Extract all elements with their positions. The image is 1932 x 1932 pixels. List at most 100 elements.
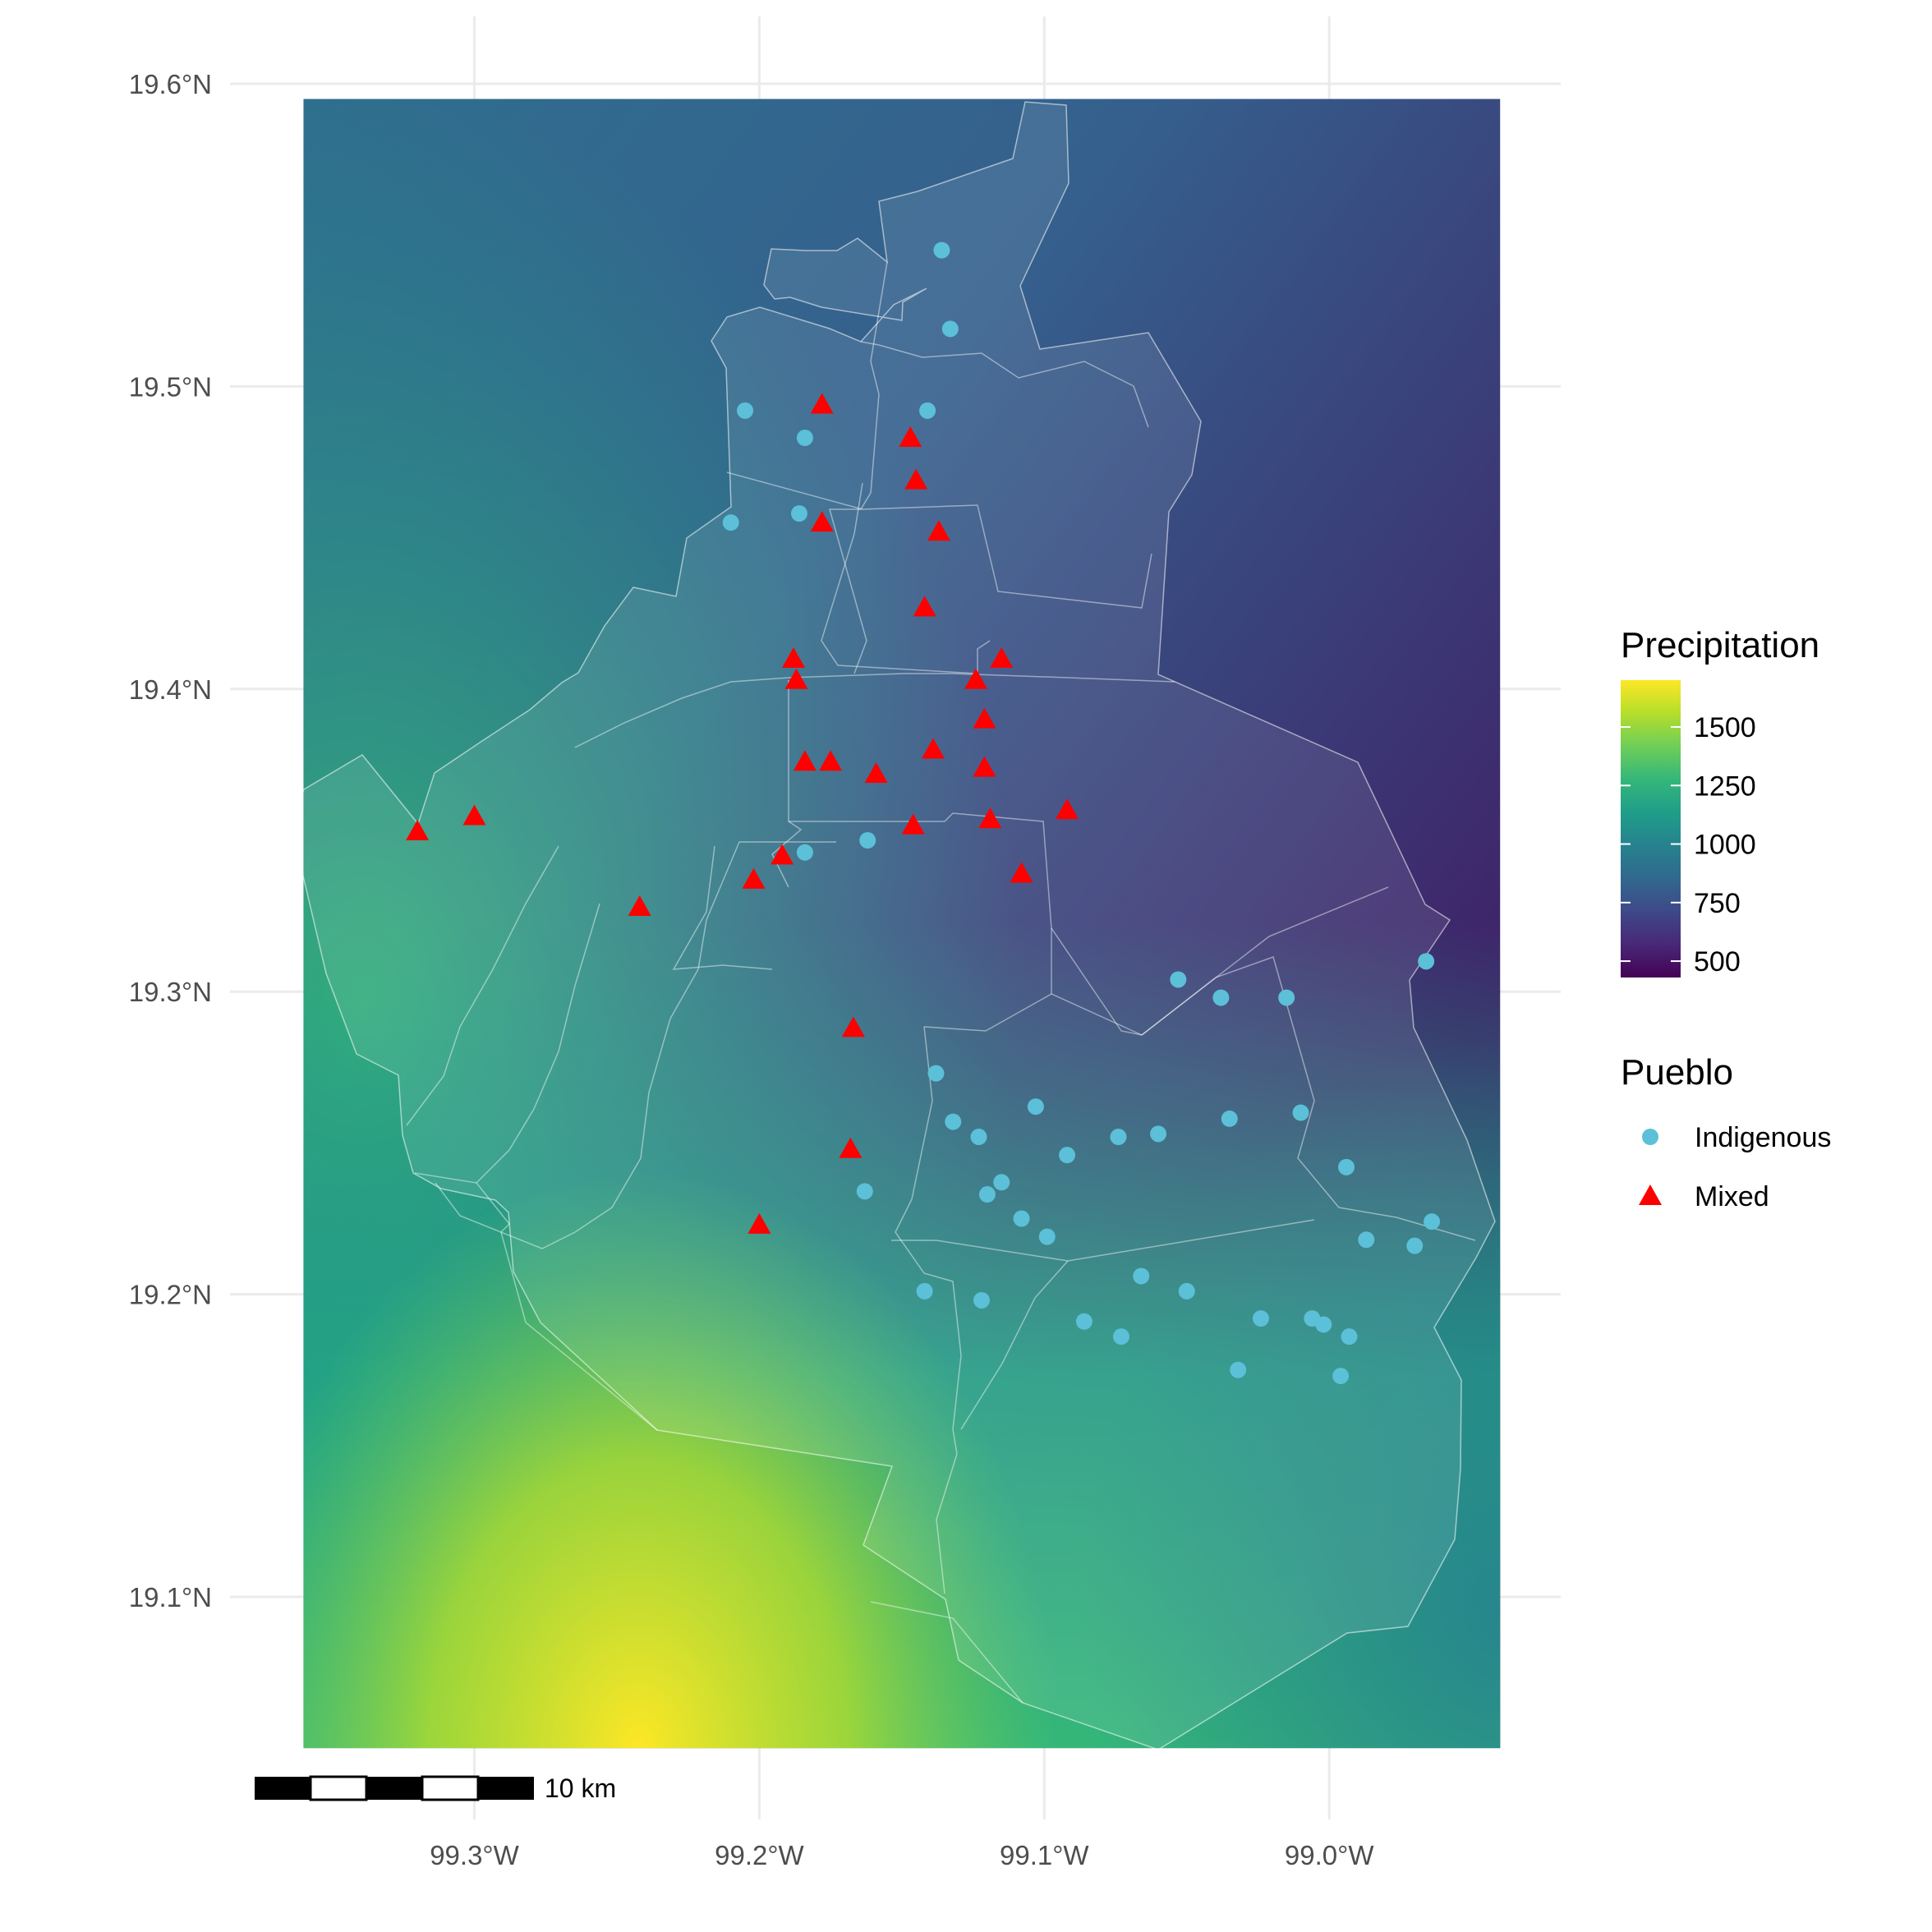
borough-line	[1051, 886, 1389, 1036]
borough-line	[435, 841, 836, 1249]
lat-tick-label: 19.5°N	[129, 371, 212, 402]
mixed-point	[864, 761, 888, 783]
indigenous-point	[916, 1282, 933, 1300]
borough-line	[1141, 956, 1476, 1241]
lon-tick-label: 99.0°W	[1285, 1840, 1374, 1870]
borough-line	[414, 903, 600, 1184]
city-outline	[291, 101, 1496, 1750]
mixed-point	[782, 646, 806, 668]
legend-key-triangle	[1639, 1184, 1662, 1205]
indigenous-point	[933, 242, 950, 259]
mixed-point	[841, 1016, 865, 1037]
borough-line	[960, 1260, 1069, 1430]
borough-line	[821, 482, 991, 674]
pueblo-points	[406, 242, 1441, 1385]
indigenous-point	[1013, 1210, 1030, 1227]
borough-line	[891, 1219, 1315, 1262]
mixed-point	[899, 426, 922, 448]
borough-line	[870, 1601, 1024, 1704]
borough-line	[860, 341, 1149, 428]
indigenous-point	[790, 505, 807, 522]
mixed-point	[462, 804, 486, 826]
indigenous-point	[1292, 1104, 1309, 1121]
borough-line	[726, 472, 1152, 609]
indigenous-point	[993, 1174, 1010, 1191]
scale-bar-segment	[421, 1775, 480, 1801]
indigenous-point	[970, 1129, 987, 1146]
borough-boundaries	[291, 101, 1496, 1750]
indigenous-point	[1110, 1129, 1127, 1146]
indigenous-point	[796, 430, 813, 447]
indigenous-point	[1338, 1158, 1355, 1175]
indigenous-point	[1424, 1213, 1441, 1230]
mixed-point	[990, 646, 1014, 668]
borough-line	[476, 1182, 658, 1431]
mixed-point	[628, 895, 651, 917]
indigenous-point	[1341, 1328, 1358, 1346]
mixed-point	[839, 1137, 862, 1158]
mixed-point	[1056, 798, 1079, 820]
indigenous-point	[1230, 1361, 1247, 1378]
borough-line	[789, 812, 1052, 994]
mixed-point	[810, 393, 834, 414]
mixed-point	[901, 813, 925, 835]
indigenous-point	[859, 832, 876, 849]
mixed-point	[904, 468, 928, 490]
lat-tick-label: 19.6°N	[129, 69, 212, 99]
indigenous-point	[919, 402, 936, 419]
colorbar-tick-label: 1250	[1694, 770, 1756, 802]
scale-bar: 10 km	[255, 1773, 616, 1803]
lat-tick-label: 19.3°N	[129, 977, 212, 1007]
mixed-point	[1010, 862, 1033, 883]
indigenous-point	[927, 1065, 945, 1082]
precipitation-colorbar	[1621, 680, 1681, 978]
indigenous-point	[1133, 1267, 1150, 1285]
mixed-point	[748, 1212, 771, 1234]
scale-bar-segment	[366, 1777, 422, 1800]
mixed-point	[742, 867, 766, 889]
borough-line	[923, 993, 1143, 1036]
lat-tick-label: 19.4°N	[129, 674, 212, 705]
borough-line	[406, 845, 559, 1126]
mixed-point	[973, 707, 996, 729]
scale-bar-segment	[478, 1777, 534, 1800]
legend-item-label: Indigenous	[1695, 1122, 1831, 1153]
mixed-point	[406, 819, 430, 840]
colorbar-tick-label: 1500	[1694, 712, 1756, 743]
indigenous-point	[737, 402, 754, 419]
borough-line	[788, 673, 1175, 683]
mixed-point	[964, 668, 988, 689]
indigenous-point	[1170, 971, 1187, 988]
lat-tick-label: 19.1°N	[129, 1582, 212, 1612]
indigenous-point	[945, 1113, 962, 1130]
axes: 19.6°N 19.5°N 19.4°N 19.3°N 19.2°N 19.1°N 99.3…	[129, 69, 1375, 1870]
indigenous-point	[1059, 1147, 1076, 1164]
indigenous-point	[1075, 1313, 1092, 1330]
pueblo-legend-title: Pueblo	[1621, 1052, 1733, 1092]
indigenous-point	[796, 844, 813, 861]
indigenous-point	[1221, 1110, 1238, 1127]
indigenous-point	[1150, 1125, 1167, 1143]
mixed-point	[770, 844, 794, 865]
mixed-point	[927, 520, 950, 541]
colorbar-tick-label: 750	[1694, 888, 1741, 919]
indigenous-point	[1252, 1310, 1269, 1327]
precipitation-legend-title: Precipitation	[1621, 625, 1819, 665]
indigenous-point	[1406, 1237, 1424, 1254]
indigenous-point	[1358, 1231, 1375, 1249]
indigenous-point	[1418, 953, 1435, 970]
indigenous-point	[973, 1291, 990, 1309]
mixed-point	[978, 807, 1002, 829]
indigenous-point	[856, 1183, 873, 1200]
raster-high-precip	[303, 99, 1501, 1749]
scale-bar-segment	[309, 1775, 368, 1801]
mixed-point	[784, 668, 808, 689]
indigenous-point	[1112, 1328, 1129, 1346]
precipitation-raster	[303, 99, 1501, 1749]
borough-line	[771, 680, 803, 888]
mixed-point	[913, 596, 936, 617]
borough-line	[672, 845, 773, 970]
scale-bar-segment	[255, 1777, 310, 1800]
